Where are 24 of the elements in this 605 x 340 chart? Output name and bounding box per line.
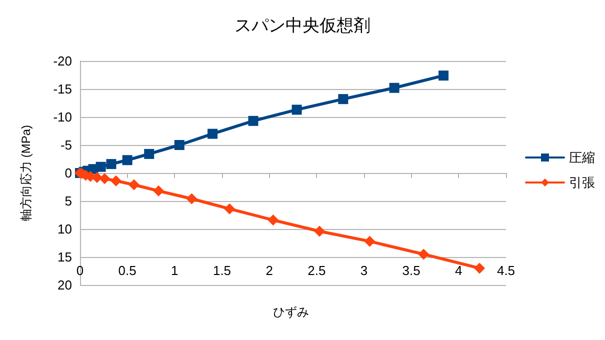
x-tick-label: 0.5 (118, 263, 136, 278)
y-tick-label: -15 (53, 82, 72, 96)
chart-title: スパン中央仮想剤 (234, 16, 370, 35)
x-tick-label: 2.5 (308, 263, 326, 278)
legend-label: 引張 (569, 175, 595, 190)
y-tick-label: -10 (53, 110, 72, 124)
y-tick-label: -20 (53, 54, 72, 68)
y-axis-title: 軸方向応力 (MPa) (19, 124, 33, 221)
y-tick-label: 10 (58, 222, 72, 236)
x-tick-label: 2 (266, 263, 273, 278)
x-tick-label: 3 (360, 263, 368, 278)
x-tick-label: 4.5 (496, 263, 516, 278)
x-tick-label: 0 (76, 263, 84, 278)
x-axis-title: ひずみ (273, 305, 309, 319)
legend-label: 圧縮 (569, 150, 595, 165)
y-tick-label: -5 (60, 138, 72, 152)
x-tick-label: 3.5 (402, 263, 420, 278)
x-tick-label: 4 (455, 263, 462, 278)
x-tick-label: 1.5 (212, 263, 232, 278)
y-tick-label: 0 (64, 166, 72, 180)
y-tick-label: 5 (64, 194, 72, 208)
x-tick-label: 1 (171, 263, 178, 278)
y-tick-label: 15 (58, 250, 72, 264)
y-tick-label: 20 (58, 278, 72, 292)
